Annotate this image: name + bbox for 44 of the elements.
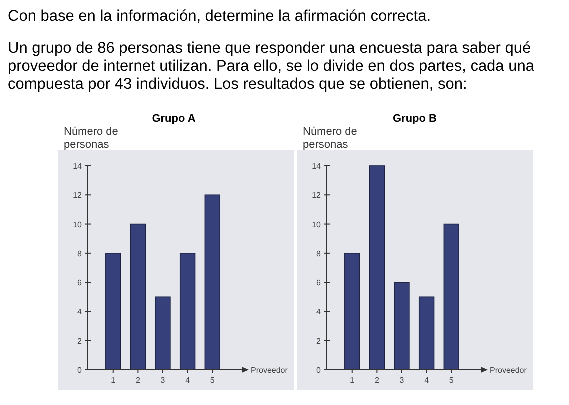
x-tick-label: 2: [136, 376, 141, 385]
y-tick-label: 2: [316, 336, 322, 346]
y-axis-title: Número de personas: [303, 126, 358, 151]
x-axis-title: Proveedor: [490, 366, 528, 375]
x-tick-label: 5: [210, 376, 216, 385]
y-axis-title: Número de personas: [64, 126, 118, 151]
bar: [130, 224, 146, 370]
bar: [418, 296, 435, 370]
x-tick-label: 4: [186, 376, 191, 385]
y-tick-label: 12: [73, 191, 83, 200]
y-tick-label: 8: [316, 249, 322, 258]
y-tick-label: 0: [78, 366, 83, 375]
x-axis-title: Proveedor: [251, 366, 288, 375]
y-tick-label: 14: [312, 162, 322, 171]
x-tick-label: 3: [400, 376, 405, 385]
x-tick-label: 2: [374, 376, 380, 385]
y-tick-label: 12: [312, 191, 322, 200]
y-tick-label: 14: [73, 162, 83, 171]
x-tick-label: 3: [160, 376, 166, 385]
bar: [106, 253, 122, 370]
bar: [369, 166, 386, 370]
bar: [344, 253, 360, 370]
bar: [155, 296, 171, 370]
y-tick-label: 2: [78, 336, 83, 346]
bar: [444, 224, 460, 370]
text: Un grupo de 86 personas tiene que responder una encuesta para saber qué proveedor de internet utilizan. Para ello, se lo divide en dos partes, cada una compuesta por 43 individuos. Los resultados que se obtienen, son:: [8, 40, 536, 94]
x-tick-label: 1: [111, 376, 116, 385]
text: Con base en la información, determine la afirmación correcta.: [8, 8, 432, 26]
bar: [204, 194, 220, 370]
bar: [394, 282, 410, 370]
y-tick-label: 0: [316, 366, 322, 375]
y-tick-label: 8: [78, 249, 83, 258]
x-tick-label: 1: [350, 376, 356, 385]
x-tick-label: 5: [449, 376, 454, 385]
y-tick-label: 4: [78, 308, 83, 317]
bar: [180, 253, 196, 370]
y-tick-label: 10: [312, 220, 322, 230]
chart-title: Grupo B: [393, 113, 438, 125]
chart-title: Grupo A: [152, 113, 196, 125]
x-tick-label: 4: [424, 376, 430, 385]
y-tick-label: 6: [316, 278, 322, 288]
y-tick-label: 4: [316, 308, 322, 317]
y-tick-label: 10: [73, 220, 83, 230]
y-tick-label: 6: [78, 278, 83, 288]
